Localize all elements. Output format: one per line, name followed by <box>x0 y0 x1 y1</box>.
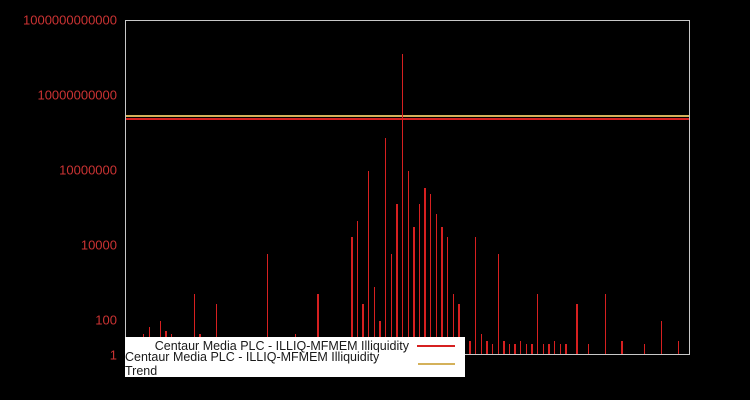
data-spike <box>531 344 532 354</box>
data-spike <box>605 294 606 354</box>
y-axis-labels: 1000000000000 10000000000 10000000 10000… <box>0 20 125 355</box>
data-spike <box>621 341 622 354</box>
data-spike <box>509 344 510 354</box>
y-tick-label: 10000000000 <box>7 88 117 103</box>
data-spike <box>475 237 476 354</box>
data-spike <box>588 344 589 354</box>
data-spike <box>396 204 397 354</box>
trend-line <box>126 115 689 117</box>
illiquidity-baseline <box>126 118 689 120</box>
legend-box: Centaur Media PLC - ILLIQ-MFMEM Illiquid… <box>125 337 465 377</box>
data-spike <box>520 341 521 354</box>
data-spike <box>430 194 431 354</box>
data-spike <box>357 221 358 354</box>
data-spike <box>526 344 527 354</box>
y-tick-label: 1 <box>7 348 117 363</box>
data-spike <box>560 344 561 354</box>
data-spike <box>644 344 645 354</box>
legend-label-trend: Centaur Media PLC - ILLIQ-MFMEM Illiquid… <box>125 350 410 378</box>
legend-swatch-illiquidity <box>417 345 455 347</box>
data-spike <box>548 344 549 354</box>
data-spike <box>402 54 403 354</box>
data-spike <box>514 344 515 354</box>
data-spike <box>492 344 493 354</box>
y-tick-label: 1000000000000 <box>7 13 117 28</box>
data-spike <box>469 341 470 354</box>
data-spike <box>368 171 369 354</box>
data-spike <box>503 341 504 354</box>
data-spike <box>441 227 442 354</box>
data-spike <box>385 138 386 354</box>
y-tick-label: 10000 <box>7 238 117 253</box>
data-spike <box>486 341 487 354</box>
data-spike <box>565 344 566 354</box>
legend-swatch-trend <box>418 363 455 365</box>
plot-area <box>125 20 690 355</box>
data-spike <box>498 254 499 354</box>
data-spike <box>661 321 662 354</box>
data-spike <box>481 334 482 354</box>
data-spike <box>576 304 577 354</box>
data-spike <box>543 344 544 354</box>
data-spike <box>413 227 414 354</box>
data-spike <box>419 204 420 354</box>
data-spike <box>554 341 555 354</box>
data-spike <box>424 188 425 355</box>
data-spike <box>678 341 679 354</box>
data-spike <box>537 294 538 354</box>
y-tick-label: 100 <box>7 313 117 328</box>
data-spike <box>436 214 437 354</box>
legend-entry-trend: Centaur Media PLC - ILLIQ-MFMEM Illiquid… <box>125 355 465 373</box>
data-spike <box>408 171 409 354</box>
chart-container: 1000000000000 10000000000 10000000 10000… <box>0 0 750 400</box>
y-tick-label: 10000000 <box>7 163 117 178</box>
